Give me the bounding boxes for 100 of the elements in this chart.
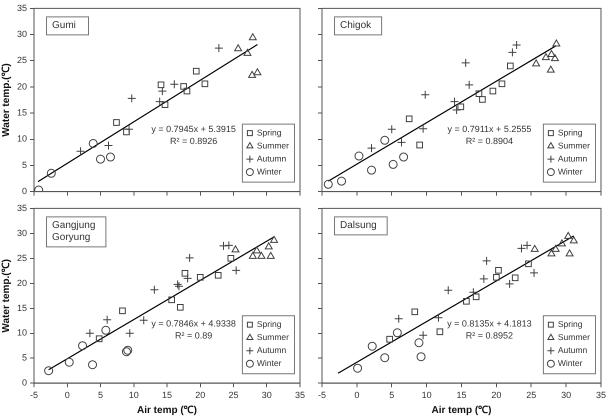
point [546,66,555,73]
x-tick-label: 25 [228,390,239,400]
point [380,353,390,362]
text: Chigok [340,20,372,32]
point [367,144,376,153]
annotation: y = 0.7945x + 5.3915 [151,124,236,134]
point [548,50,556,57]
point [232,245,240,252]
point [64,358,74,367]
y-tick-label: 30 [16,228,28,238]
point [387,124,396,134]
point [196,274,204,281]
annotation: y = 0.8135x + 4.1813 [447,318,532,328]
point [183,274,192,283]
legend-label: Summer [256,140,290,150]
point [406,116,413,122]
point [101,326,110,335]
point [266,252,275,259]
y-tick-label: 0 [22,186,28,196]
legend-label: Spring [558,319,583,330]
point [234,44,242,52]
point [162,101,168,108]
legend-label: Spring [256,319,282,330]
point [434,313,443,322]
point [380,136,390,145]
x-tick-label: 10 [422,390,432,400]
point [463,298,470,305]
text: Dalsung [340,220,377,232]
x-tick-label: 15 [162,390,172,400]
point [76,146,86,156]
y-axis-title: Water temp.(℃) [0,63,12,137]
point [170,80,179,89]
point [498,80,506,88]
annotation: y = 0.7846x + 4.9338 [151,318,236,328]
point [184,88,190,94]
point [522,240,532,250]
point [88,360,98,370]
point [192,68,200,75]
point [180,83,187,90]
legend-label: Winter [558,166,583,176]
point [354,152,364,161]
annotation: R² = 0.89 [174,330,212,340]
legend-label: Summer [558,140,590,150]
legend-label: Winter [256,166,282,176]
point [119,307,126,314]
point [399,152,408,162]
y-tick-label: 20 [16,278,28,288]
x-tick-label: 20 [491,390,502,400]
point [158,81,164,88]
x-tick-label: 25 [526,390,536,400]
point [394,314,404,324]
x-tick-label: 10 [128,390,139,400]
y-tick-label: 0 [22,378,28,388]
annotation: R² = 0.8904 [466,136,514,146]
point [337,176,346,186]
legend-label: Summer [558,332,590,342]
point [368,342,377,351]
legend-label: Spring [558,127,583,138]
point [182,270,188,277]
point [150,285,159,294]
x-tick-label: 20 [195,390,206,400]
point [464,80,474,90]
x-tick-label: 35 [596,390,606,400]
point [495,267,502,274]
text: Gangjung Goryung [52,220,96,244]
point [476,90,482,98]
x-tick-label: 15 [456,390,467,400]
point [444,286,453,295]
point [158,86,167,96]
point [88,138,98,148]
x-axis-title: Air temp (℃) [137,404,198,416]
point [532,59,540,66]
point [525,260,532,268]
point [224,240,234,250]
x-tick-label: -5 [318,390,326,400]
point [232,266,241,275]
point [353,364,362,373]
point [324,180,333,189]
point [506,62,514,70]
x-tick-label: 5 [98,390,104,400]
point [252,246,261,254]
legend-label: Autumn [558,345,588,356]
y-tick-label: 15 [16,108,28,118]
y-tick-label: 10 [16,328,28,338]
annotation: R² = 0.8952 [466,330,514,340]
point [472,293,480,300]
point [214,44,224,53]
point [219,241,228,250]
point [416,142,423,148]
point [414,338,424,348]
annotation: R² = 0.8926 [170,136,218,146]
point [85,328,94,338]
point [450,97,460,106]
x-tick-label: 35 [294,390,305,400]
y-tick-label: 10 [16,134,28,144]
y-tick-label: 35 [16,2,28,13]
point [436,328,444,336]
y-tick-label: 25 [16,55,28,66]
point [113,119,120,126]
point [214,272,222,279]
